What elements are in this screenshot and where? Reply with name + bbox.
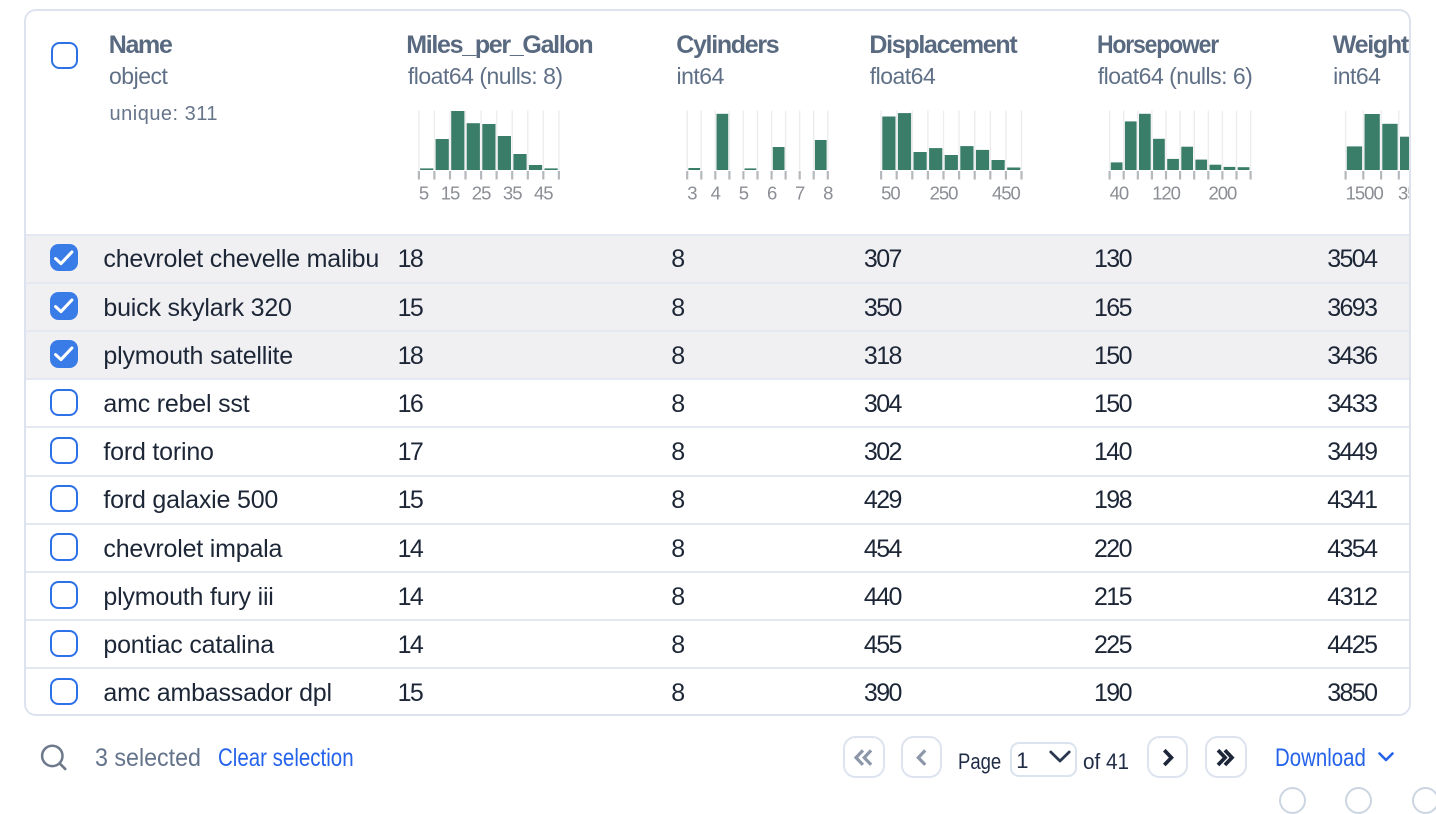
svg-text:45: 45 — [534, 182, 553, 203]
svg-text:5: 5 — [739, 182, 749, 203]
svg-text:8: 8 — [823, 182, 833, 203]
svg-text:200: 200 — [1208, 182, 1237, 203]
svg-text:450: 450 — [992, 182, 1021, 203]
svg-text:35: 35 — [503, 182, 522, 203]
svg-text:4: 4 — [711, 182, 721, 203]
svg-text:50: 50 — [881, 182, 900, 203]
svg-text:3500: 3500 — [1398, 182, 1411, 203]
svg-text:1500: 1500 — [1346, 182, 1384, 203]
svg-text:25: 25 — [472, 182, 491, 203]
svg-text:6: 6 — [767, 182, 777, 203]
svg-text:250: 250 — [930, 182, 959, 203]
svg-text:15: 15 — [441, 182, 460, 203]
svg-text:3: 3 — [687, 182, 697, 203]
svg-text:7: 7 — [795, 182, 805, 203]
svg-text:120: 120 — [1152, 182, 1181, 203]
svg-text:40: 40 — [1110, 182, 1129, 203]
svg-text:5: 5 — [419, 182, 429, 203]
